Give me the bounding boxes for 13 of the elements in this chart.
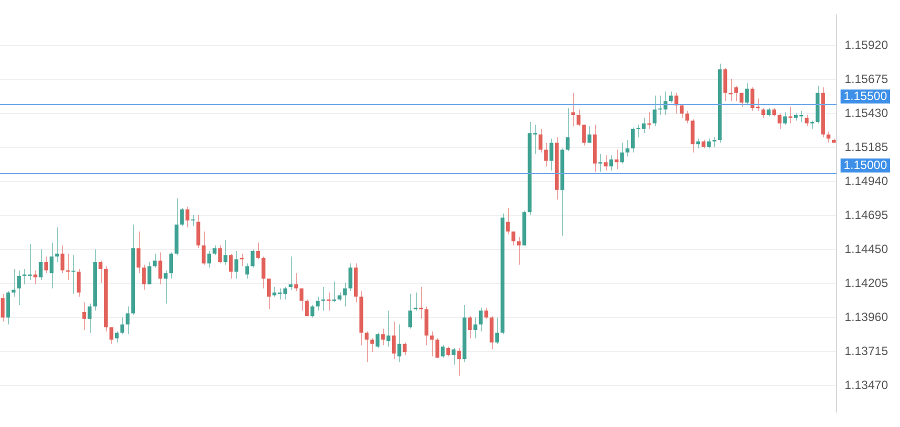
y-tick-label: 1.14205 xyxy=(844,276,888,290)
y-tick-label: 1.13470 xyxy=(844,378,888,392)
y-tick-label: 1.15675 xyxy=(844,72,888,86)
y-tick-label: 1.15920 xyxy=(844,38,888,52)
y-tick-label: 1.15185 xyxy=(844,140,888,154)
ref-line-label: 1.15000 xyxy=(844,158,888,172)
y-tick-label: 1.13715 xyxy=(844,344,888,358)
y-tick-label: 1.15430 xyxy=(844,106,888,120)
y-tick-label: 1.14695 xyxy=(844,208,888,222)
y-tick-label: 1.14940 xyxy=(844,174,888,188)
ref-line-label: 1.15500 xyxy=(844,88,888,103)
y-tick-label: 1.13960 xyxy=(844,310,888,324)
y-tick-label: 1.14450 xyxy=(844,242,888,256)
